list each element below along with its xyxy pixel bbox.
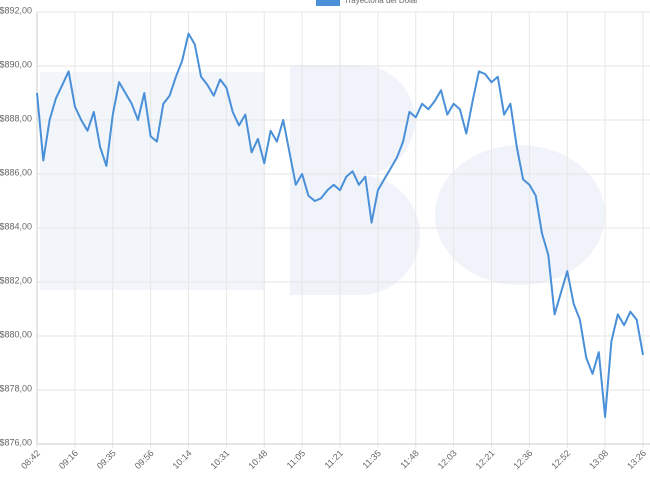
x-tick-label: 09:35: [95, 448, 118, 471]
legend-label: Trayectoria del Dólar: [344, 0, 418, 5]
x-tick-label: 09:16: [57, 448, 80, 471]
x-tick-label: 13:08: [587, 448, 610, 471]
line: [36, 32, 644, 418]
x-tick-label: 12:03: [436, 448, 459, 471]
x-tick-label: 12:21: [474, 448, 497, 471]
x-tick-label: 09:56: [133, 448, 156, 471]
y-tick-label: $892,00: [0, 5, 32, 15]
y-tick-label: $880,00: [0, 329, 32, 339]
y-tick-label: $882,00: [0, 275, 32, 285]
y-tick-label: $884,00: [0, 221, 32, 231]
x-tick-label: 11:48: [398, 448, 421, 471]
y-tick-label: $888,00: [0, 113, 32, 123]
x-tick-label: 10:48: [246, 448, 269, 471]
y-tick-label: $878,00: [0, 383, 32, 393]
x-tick-label: 08:42: [19, 448, 42, 471]
x-tick-label: 11:35: [360, 448, 383, 471]
x-tick-label: 10:14: [171, 448, 194, 471]
x-tick-label: 11:21: [323, 448, 346, 471]
y-tick-label: $890,00: [0, 59, 32, 69]
x-tick-label: 10:31: [208, 448, 231, 471]
x-tick-label: 11:05: [285, 448, 308, 471]
x-tick-label: 13:26: [625, 448, 648, 471]
y-tick-label: $876,00: [0, 437, 32, 447]
x-tick-label: 12:52: [549, 448, 572, 471]
y-tick-label: $886,00: [0, 167, 32, 177]
watermark: [40, 65, 605, 295]
x-tick-label: 12:36: [511, 448, 534, 471]
legend-swatch: [316, 0, 340, 6]
